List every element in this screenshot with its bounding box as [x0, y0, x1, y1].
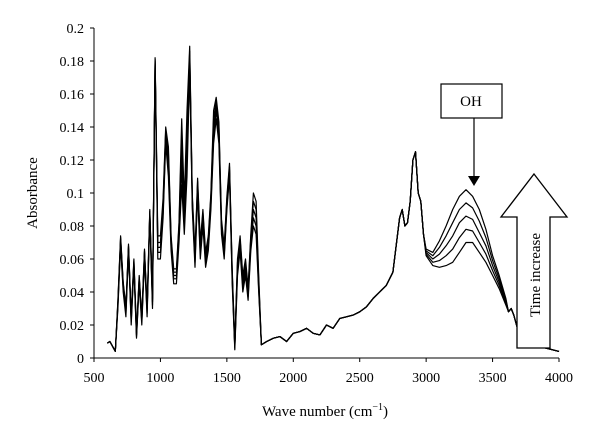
oh-label-box	[440, 83, 503, 119]
y-axis: 0 0.02 0.04 0.06 0.08 0.1 0.12 0.14 0.16 0.18 0.2	[60, 22, 95, 367]
time-increase-arrow	[499, 172, 569, 349]
y-tick-label: 0.06	[60, 253, 85, 268]
y-tick-label: 0.02	[60, 319, 85, 334]
x-axis-title-main: Wave number (cm	[262, 404, 373, 420]
y-tick-label: 0.18	[60, 55, 85, 70]
x-axis-title-superscript: −1	[372, 402, 383, 413]
time-increase-label: Time increase	[528, 233, 544, 317]
x-axis-title-close: )	[383, 404, 388, 420]
x-tick-label: 1500	[213, 371, 241, 386]
x-tick-label: 4000	[545, 371, 573, 386]
y-tick-label: 0.1	[67, 187, 85, 202]
y-tick-label: 0.08	[60, 220, 85, 235]
x-tick-label: 2000	[279, 371, 307, 386]
x-tick-label: 500	[84, 371, 105, 386]
y-tick-label: 0.04	[60, 286, 85, 301]
time-increase-annotation: Time increase	[499, 172, 569, 349]
x-tick-label: 2500	[346, 371, 374, 386]
oh-arrow-head	[468, 176, 480, 186]
x-tick-label: 3000	[412, 371, 440, 386]
spectrum-lines	[106, 45, 560, 352]
y-tick-label: 0	[77, 352, 84, 367]
y-tick-label: 0.12	[60, 154, 85, 169]
x-tick-label: 3500	[479, 371, 507, 386]
oh-label-text: OH	[460, 94, 482, 110]
x-axis: 500 1000 1500 2000 2500 3000 3500 4000	[84, 357, 573, 386]
x-axis-title: Wave number (cm−1)	[262, 402, 388, 420]
oh-annotation: OH	[440, 83, 503, 186]
y-tick-label: 0.16	[60, 88, 85, 103]
x-tick-label: 1000	[146, 371, 174, 386]
y-tick-label: 0.2	[67, 22, 85, 37]
y-axis-title: Absorbance	[25, 157, 41, 229]
y-tick-label: 0.14	[60, 121, 85, 136]
spectrum-line-5	[106, 45, 560, 352]
